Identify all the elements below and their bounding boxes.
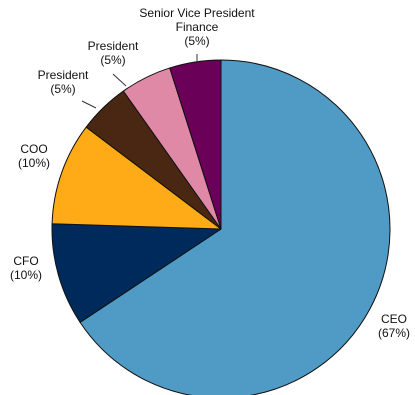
- slice-label-3: COO (10%): [18, 142, 50, 170]
- leader-line-5: [112, 73, 127, 87]
- pie-slice-1: [79, 59, 391, 395]
- slice-label-6: Senior Vice President Finance (5%): [139, 6, 255, 48]
- slice-label-5: President (5%): [88, 39, 139, 67]
- slice-name-label: CEO: [381, 312, 407, 326]
- slice-label-1: CEO (67%): [378, 312, 410, 340]
- slice-percent-label: (5%): [100, 53, 125, 67]
- slice-percent-label: (5%): [184, 34, 209, 48]
- slice-percent-label: (10%): [18, 156, 50, 170]
- leader-line-4: [81, 100, 97, 109]
- slice-name-label: Senior Vice President: [139, 6, 255, 20]
- labels-layer: CEO (67%)CFO (10%)COO (10%)President (5%)Pre…: [10, 6, 410, 340]
- slice-label-4: President (5%): [38, 68, 89, 96]
- slice-percent-label: (5%): [50, 82, 75, 96]
- slice-name-label: COO: [20, 142, 47, 156]
- slice-name-label: President: [88, 39, 139, 53]
- slice-name-label: President: [38, 68, 89, 82]
- pie-slice-3: [51, 126, 222, 230]
- leader-lines-layer: [81, 54, 198, 109]
- pie-slice-6: [169, 59, 222, 230]
- slice-label-2: CFO (10%): [10, 254, 42, 282]
- slice-percent-label: (10%): [10, 268, 42, 282]
- slice-name-label: CFO: [13, 254, 38, 268]
- slice-percent-label: (67%): [378, 326, 410, 340]
- slices-layer: [51, 59, 391, 395]
- slice-name-label: Finance: [176, 20, 219, 34]
- pie-slice-2: [51, 223, 222, 323]
